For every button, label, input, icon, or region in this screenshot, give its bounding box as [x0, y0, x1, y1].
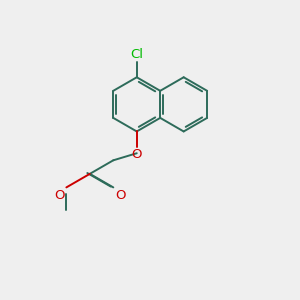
Text: Cl: Cl	[130, 48, 143, 61]
Text: O: O	[116, 190, 126, 202]
Text: O: O	[54, 190, 64, 202]
Text: O: O	[131, 148, 142, 161]
